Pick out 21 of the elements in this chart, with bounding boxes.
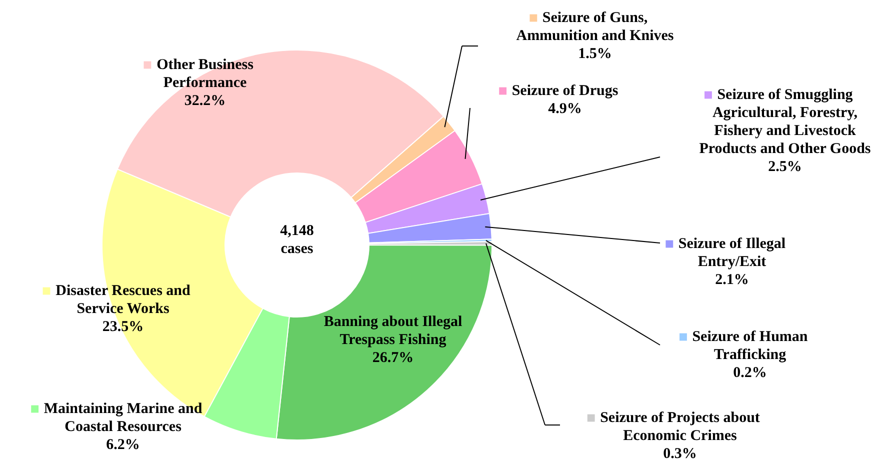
legend-label: Other Business Performance <box>156 57 254 91</box>
text: 4,148 cases <box>280 223 314 257</box>
data-label: 23.5% <box>102 319 144 335</box>
legend-label: Seizure of Human Trafficking <box>692 329 808 363</box>
legend-label: Seizure of Drugs <box>512 83 618 99</box>
data-label: 26.7% <box>372 350 414 366</box>
legend-label: Seizure of Illegal Entry/Exit <box>678 236 786 270</box>
legend-label: Seizure of Smuggling Agricultural, Forestry, Fishery and Livestock Products and Other Goods <box>699 87 871 157</box>
data-label: 2.1% <box>715 272 749 288</box>
slice-label: Banning about Illegal Trespass Fishing <box>324 314 462 348</box>
legend-label: Maintaining Marine and Coastal Resources <box>44 401 203 435</box>
legend-label: Disaster Rescues and Service Works <box>56 283 192 317</box>
data-label: 6.2% <box>106 437 140 453</box>
legend-label: Seizure of Guns, Ammunition and Knives <box>516 10 674 44</box>
legend-label: Seizure of Projects about Economic Crimes <box>600 410 760 444</box>
data-label: 0.2% <box>733 365 767 381</box>
data-label: 0.3% <box>663 446 697 462</box>
data-label: 32.2% <box>184 93 226 109</box>
data-label: 4.9% <box>548 101 582 117</box>
data-label: 2.5% <box>768 159 802 175</box>
data-label: 1.5% <box>578 46 612 62</box>
